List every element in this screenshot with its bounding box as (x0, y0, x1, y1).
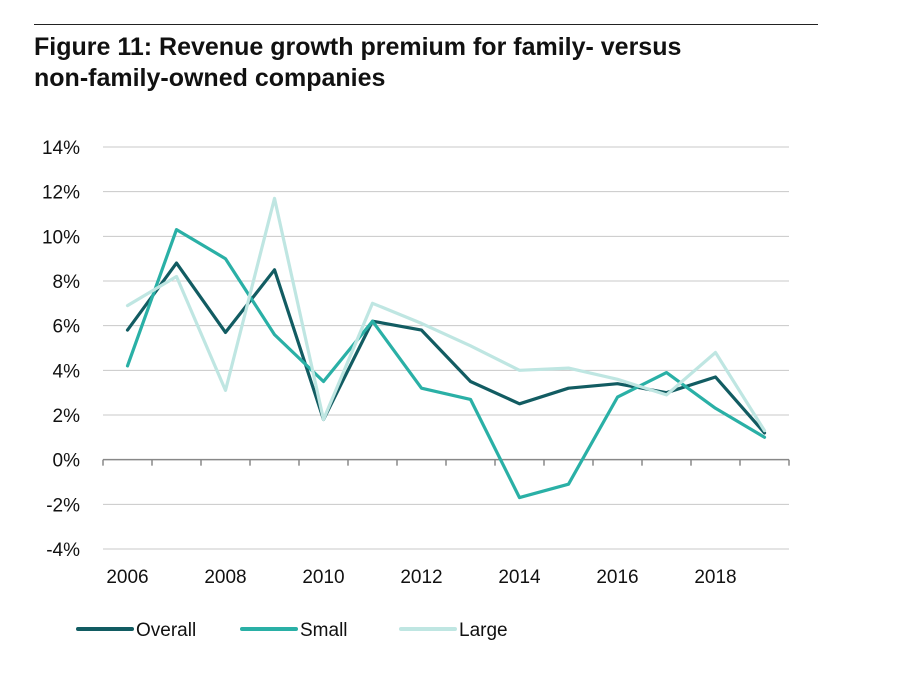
y-tick-label: -4% (46, 540, 80, 561)
series-lines (125, 196, 767, 500)
y-tick-label: 4% (53, 361, 81, 382)
gridlines (103, 146, 789, 550)
y-tick-label: 6% (53, 317, 81, 338)
y-tick-label: 0% (53, 451, 81, 472)
x-tick-label: 2012 (400, 567, 442, 588)
x-tick-label: 2010 (302, 567, 344, 588)
y-tick-label: 14% (42, 138, 80, 159)
series-line-overall (125, 261, 767, 435)
legend-label-small: Small (300, 620, 348, 641)
series-line-small (125, 228, 767, 500)
x-tick-label: 2016 (596, 567, 638, 588)
series-line-large (125, 196, 767, 433)
x-tick-label: 2006 (106, 567, 148, 588)
y-axis-tick-labels: 14% 12% 10% 8% 6% 4% 2% 0% -2% -4% (42, 138, 80, 561)
x-axis-tick-labels: 2006 2008 2010 2012 2014 2016 2018 (106, 567, 736, 588)
legend-label-large: Large (459, 620, 508, 641)
y-tick-label: 12% (42, 183, 80, 204)
y-tick-label: 2% (53, 406, 81, 427)
legend: Overall Small Large (76, 620, 508, 641)
chart-title: Figure 11: Revenue growth premium for fa… (34, 32, 794, 94)
x-axis (102, 458, 790, 466)
chart-title-line-1: Figure 11: Revenue growth premium for fa… (34, 33, 682, 61)
y-tick-label: 8% (53, 272, 81, 293)
y-tick-label: -2% (46, 495, 80, 516)
x-tick-label: 2008 (204, 567, 246, 588)
x-tick-label: 2014 (498, 567, 541, 588)
y-tick-label: 10% (42, 227, 80, 248)
x-tick-label: 2018 (694, 567, 736, 588)
legend-label-overall: Overall (136, 620, 196, 641)
chart-title-line-2: non-family-owned companies (34, 64, 386, 92)
top-rule (34, 24, 818, 25)
